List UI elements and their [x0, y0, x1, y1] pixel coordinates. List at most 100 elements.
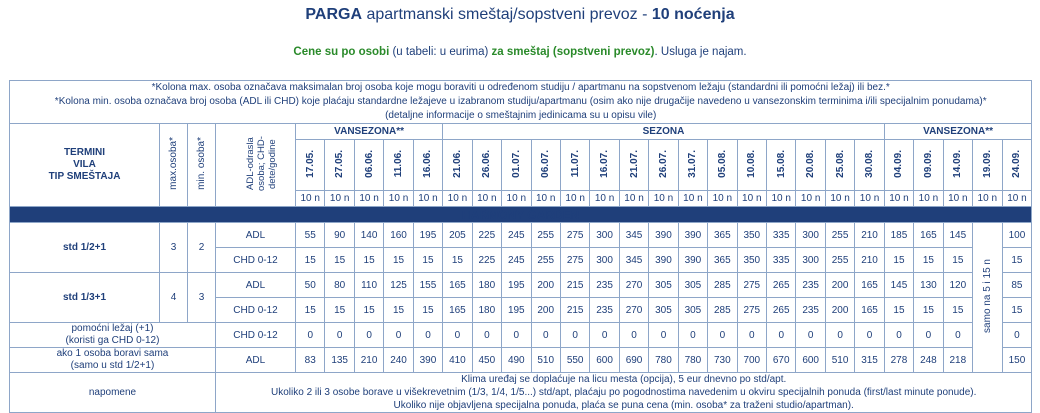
price-cell: 450 — [471, 347, 503, 373]
price-cell: 145 — [942, 222, 974, 248]
price-cell: 15 — [913, 297, 944, 323]
price-cell: 0 — [353, 322, 385, 348]
price-cell: 0 — [707, 322, 738, 348]
price-cell: 165 — [442, 272, 473, 298]
date-text: 17.05. — [304, 149, 316, 178]
price-cell: 0 — [501, 322, 532, 348]
price-cell: 0 — [913, 322, 944, 348]
header-adl-text: ADL-odrasla osoba; CHD-dete/godine — [244, 136, 278, 191]
price-cell: 305 — [677, 272, 709, 298]
price-cell: 275 — [559, 247, 591, 273]
price-cell: 275 — [736, 272, 768, 298]
price-cell: 140 — [353, 222, 385, 248]
price-cell: 15 — [353, 297, 385, 323]
guest-type: ADL — [215, 347, 296, 373]
price-cell: 0 — [736, 322, 768, 348]
price-cell: 0 — [294, 322, 326, 348]
price-cell: 0 — [383, 322, 414, 348]
date-text: 16.07. — [599, 149, 611, 178]
price-cell: 600 — [589, 347, 620, 373]
date-header: 16.06. — [412, 139, 444, 191]
date-text: 06.07. — [540, 149, 552, 178]
price-cell: 390 — [648, 247, 679, 273]
price-cell: 510 — [824, 347, 856, 373]
season-header: VANSEZONA** — [883, 123, 1033, 140]
jedna-label-line2: (samo u std 1/2+1) — [70, 360, 155, 371]
only-5-15-nights-note: samo na 5 i 15 n — [972, 222, 1003, 373]
price-cell: 0 — [1001, 322, 1033, 348]
price-cell: 150 — [1001, 347, 1033, 373]
price-cell: 255 — [824, 222, 856, 248]
price-cell: 15 — [412, 247, 444, 273]
price-cell: 200 — [530, 297, 561, 323]
header-label: TERMINI VILA TIP SMEŠTAJA — [9, 123, 160, 207]
date-text: 14.09. — [952, 149, 964, 178]
date-header: 31.07. — [677, 139, 709, 191]
nights-header: 10 n — [736, 190, 768, 207]
price-cell: 600 — [795, 347, 826, 373]
jedna-label-line1: ako 1 osoba boravi sama — [56, 348, 169, 360]
price-cell: 225 — [471, 247, 503, 273]
price-cell: 255 — [530, 247, 561, 273]
price-cell: 215 — [559, 297, 591, 323]
price-cell: 125 — [383, 272, 414, 298]
date-header: 05.08. — [707, 139, 738, 191]
price-cell: 390 — [412, 347, 444, 373]
price-cell: 345 — [618, 247, 650, 273]
date-header: 10.08. — [736, 139, 768, 191]
date-header: 26.06. — [471, 139, 503, 191]
date-text: 06.06. — [363, 149, 375, 178]
date-header: 01.07. — [501, 139, 532, 191]
price-cell: 255 — [824, 247, 856, 273]
price-cell: 135 — [324, 347, 355, 373]
nights-header: 10 n — [765, 190, 797, 207]
guest-type: ADL — [215, 272, 296, 298]
price-cell: 195 — [412, 222, 444, 248]
price-cell: 0 — [471, 322, 503, 348]
nights-header: 10 n — [707, 190, 738, 207]
date-text: 09.09. — [922, 149, 934, 178]
price-cell: 15 — [1001, 297, 1033, 323]
price-cell: 165 — [913, 222, 944, 248]
price-cell: 265 — [765, 297, 797, 323]
price-cell: 235 — [589, 272, 620, 298]
price-cell: 365 — [707, 222, 738, 248]
date-text: 04.09. — [893, 149, 905, 178]
price-cell: 225 — [471, 222, 503, 248]
price-cell: 0 — [824, 322, 856, 348]
price-cell: 365 — [707, 247, 738, 273]
header-max-text: max.osoba* — [168, 137, 179, 190]
price-cell: 50 — [294, 272, 326, 298]
nights-header: 10 n — [795, 190, 826, 207]
guest-type: CHD 0-12 — [215, 297, 296, 323]
date-text: 26.06. — [481, 149, 493, 178]
price-cell: 690 — [618, 347, 650, 373]
date-header: 20.08. — [795, 139, 826, 191]
price-cell: 210 — [854, 222, 885, 248]
date-header: 14.09. — [942, 139, 974, 191]
header-termini: TERMINI — [63, 147, 106, 158]
price-cell: 145 — [883, 272, 915, 298]
price-cell: 300 — [589, 247, 620, 273]
price-cell: 165 — [854, 272, 885, 298]
header-min-text: min. osoba* — [196, 137, 207, 190]
price-cell: 160 — [383, 222, 414, 248]
price-cell: 285 — [707, 272, 738, 298]
price-cell: 120 — [942, 272, 974, 298]
date-text: 21.06. — [451, 149, 463, 178]
price-cell: 305 — [677, 297, 709, 323]
price-cell: 255 — [530, 222, 561, 248]
price-cell: 248 — [913, 347, 944, 373]
notes-line: Ukoliko 2 ili 3 osobe borave u višekreve… — [271, 387, 977, 398]
price-cell: 55 — [294, 222, 326, 248]
price-cell: 165 — [442, 297, 473, 323]
date-text: 11.07. — [569, 149, 581, 178]
price-cell: 780 — [677, 347, 709, 373]
price-cell: 270 — [618, 297, 650, 323]
date-header: 19.09. — [972, 139, 1003, 191]
price-cell: 300 — [795, 222, 826, 248]
price-cell: 195 — [501, 297, 532, 323]
price-cell: 100 — [1001, 222, 1033, 248]
price-cell: 235 — [589, 297, 620, 323]
date-text: 24.09. — [1011, 149, 1023, 178]
